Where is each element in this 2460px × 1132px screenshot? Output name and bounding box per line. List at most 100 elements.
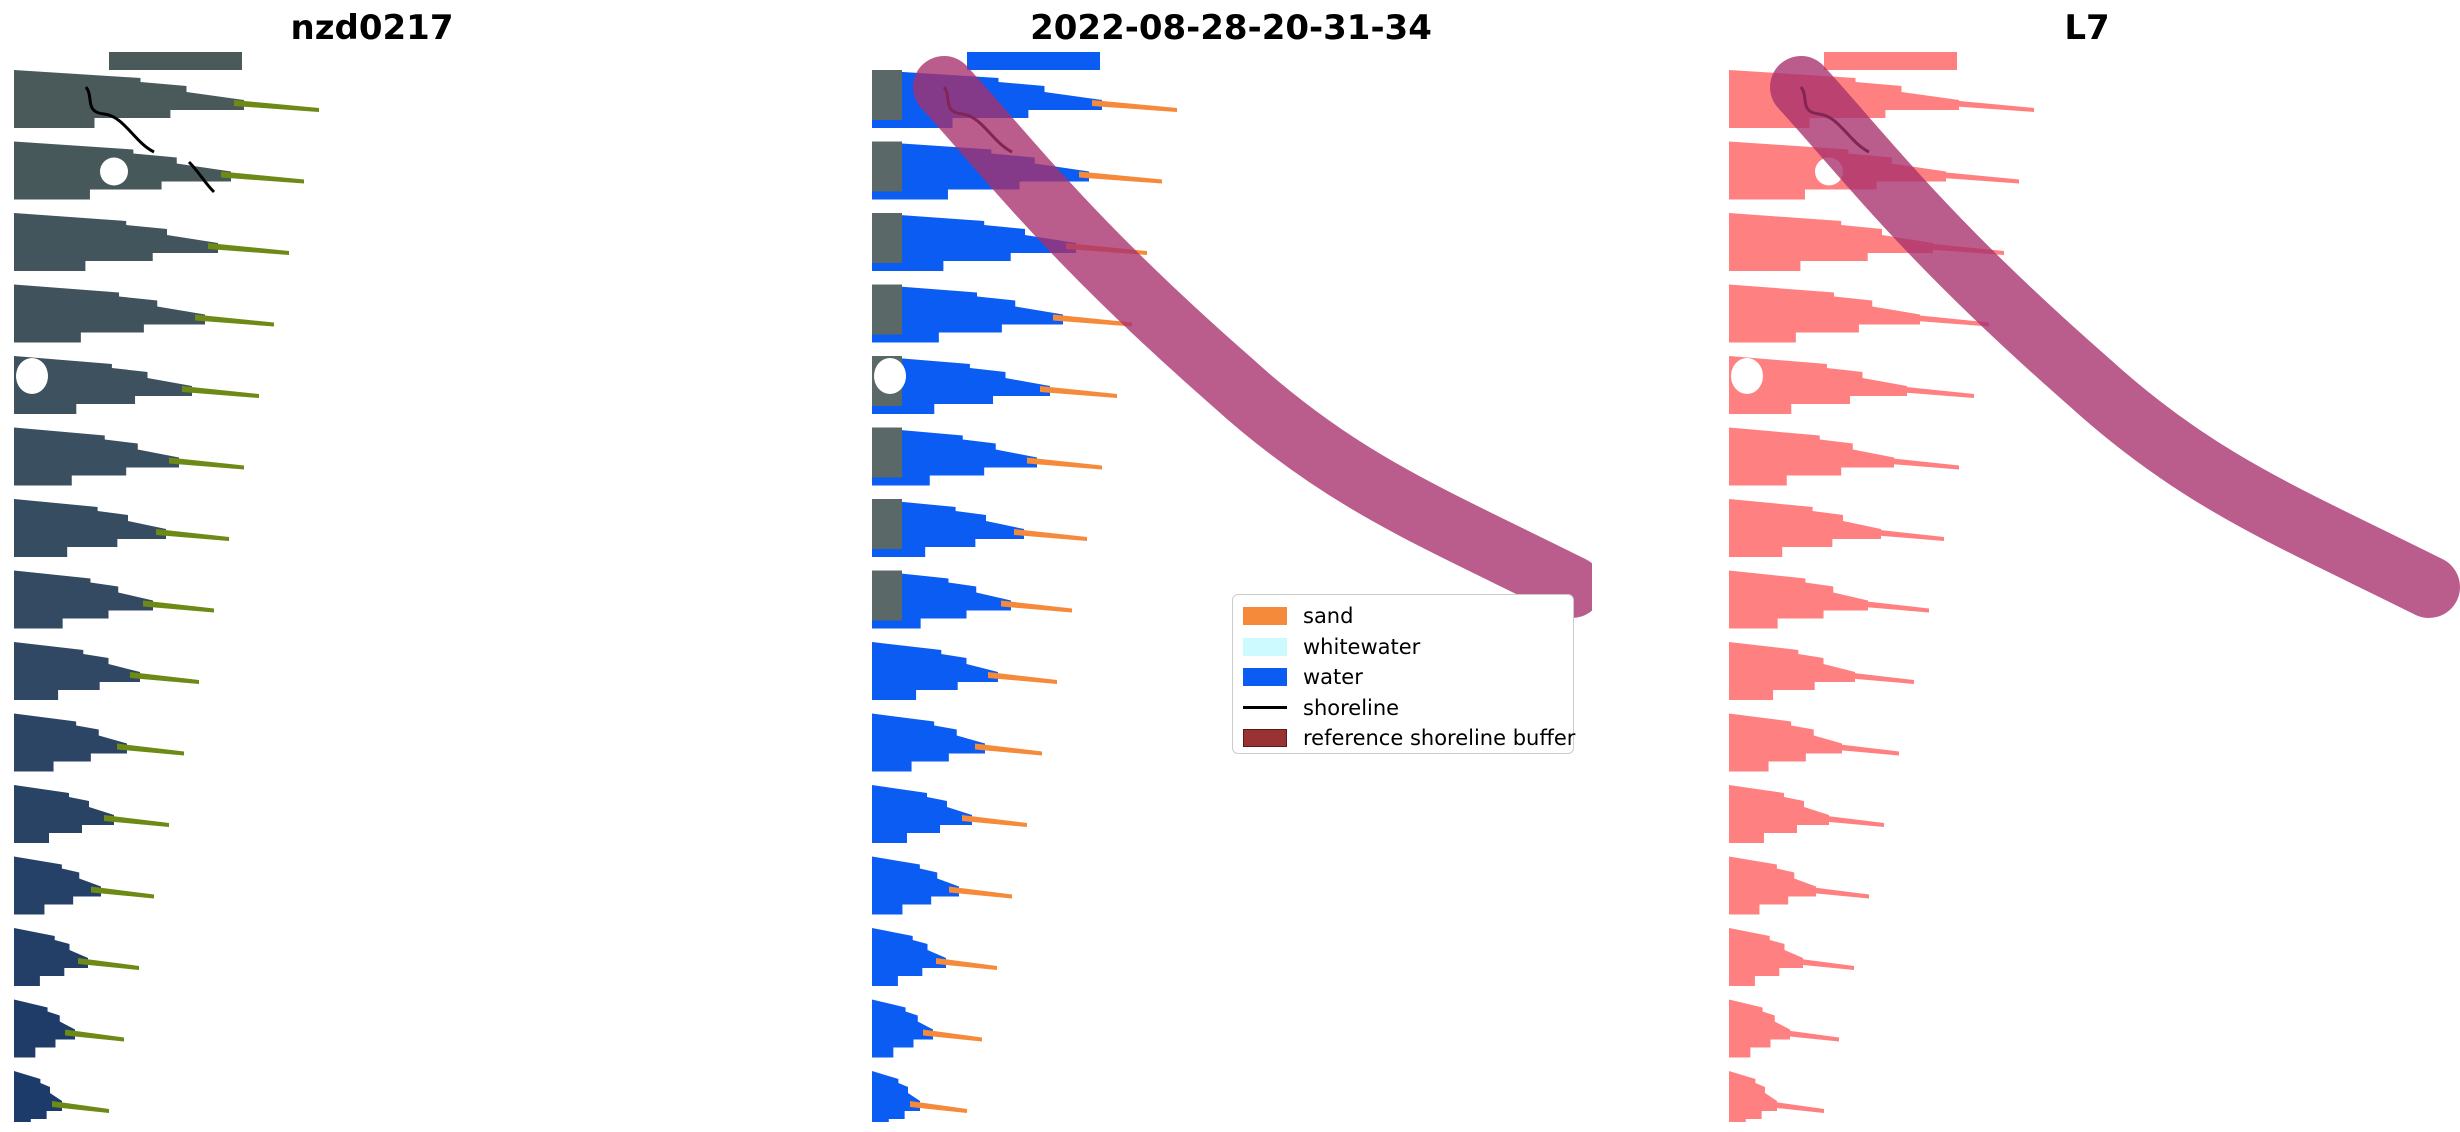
rgb-image-panel	[14, 52, 319, 1122]
image-strip	[14, 213, 218, 271]
image-strip	[14, 499, 166, 557]
transect-band	[1819, 815, 1884, 827]
transect-band	[1014, 529, 1087, 541]
image-strip	[14, 999, 75, 1058]
transect-band	[923, 1029, 982, 1042]
transect-band	[234, 100, 319, 112]
image-strip	[872, 928, 946, 986]
image-strip	[1824, 52, 1957, 70]
legend: sand whitewater water shoreline referenc…	[1232, 594, 1575, 754]
transect-band	[1936, 171, 2019, 184]
transect-band	[1053, 314, 1132, 327]
image-strip	[872, 427, 1037, 486]
transect-band	[1079, 171, 1162, 184]
image-strip	[1729, 999, 1790, 1058]
image-strip	[14, 284, 205, 343]
transect-band	[936, 958, 997, 970]
image-strip	[872, 1071, 920, 1122]
image-strip	[1729, 427, 1894, 486]
transect-band	[169, 457, 244, 470]
panel-title-classified: 2022-08-28-20-31-34	[1030, 8, 1432, 48]
transect-band	[1027, 457, 1102, 470]
image-strips	[872, 52, 1177, 1122]
classified-image-panel	[872, 52, 1592, 1122]
transect-band	[1767, 1101, 1824, 1113]
image-strip	[872, 999, 933, 1058]
image-strip	[14, 642, 140, 700]
reference-shoreline-buffer	[913, 56, 1592, 618]
panel-title-mask: L7	[2064, 8, 2110, 48]
legend-item-shoreline: shoreline	[1243, 693, 1563, 724]
image-strip	[14, 70, 244, 128]
transect-band	[52, 1101, 109, 1113]
image-strip	[1729, 499, 1881, 557]
transect-band	[1806, 886, 1869, 899]
legend-swatch-buffer	[1243, 729, 1287, 748]
image-strip	[872, 213, 1076, 271]
image-strip	[14, 570, 153, 629]
transect-band	[65, 1029, 124, 1042]
transect-band	[1793, 958, 1854, 970]
transect-band	[117, 743, 184, 756]
transect-band	[1897, 386, 1974, 398]
transect-band	[1910, 314, 1989, 327]
image-strip	[1729, 928, 1803, 986]
image-strip	[872, 284, 1063, 343]
image-strip	[872, 570, 1011, 629]
transect-band	[1092, 100, 1177, 112]
image-strip	[14, 356, 192, 414]
legend-swatch-sand	[1243, 607, 1287, 626]
transect-band	[1040, 386, 1117, 398]
transect-band	[104, 815, 169, 827]
image-strip	[1729, 1071, 1777, 1122]
transect-band	[1884, 457, 1959, 470]
legend-line-shoreline	[1243, 706, 1287, 710]
image-strip	[14, 713, 127, 772]
legend-swatch-water	[1243, 668, 1287, 687]
transect-band	[910, 1101, 967, 1113]
transect-band	[975, 743, 1042, 756]
transect-band	[1858, 600, 1929, 613]
shoreline	[84, 86, 155, 154]
image-strip	[14, 856, 101, 915]
image-strip	[14, 427, 179, 486]
image-strip	[14, 928, 88, 986]
image-strip	[1729, 642, 1855, 700]
transect-band	[962, 815, 1027, 827]
legend-item-sand: sand	[1243, 601, 1563, 632]
transect-band	[1780, 1029, 1839, 1042]
transect-band	[221, 171, 304, 184]
image-strip	[14, 1071, 62, 1122]
image-strip	[872, 856, 959, 915]
image-strip	[872, 356, 1050, 414]
transect-band	[91, 886, 154, 899]
image-strip	[1729, 785, 1829, 843]
transect-band	[195, 314, 274, 327]
transect-band	[143, 600, 214, 613]
transect-band	[988, 672, 1057, 684]
image-strip	[1729, 213, 1933, 271]
panel-title-rgb: nzd0217	[290, 8, 454, 48]
transect-band	[1832, 743, 1899, 756]
transect-band	[182, 386, 259, 398]
mask-image-panel	[1729, 52, 2460, 1122]
image-strip	[1729, 713, 1842, 772]
image-strip	[967, 52, 1100, 70]
transect-band	[156, 529, 229, 541]
image-strips	[14, 52, 319, 1122]
transect-band	[1871, 529, 1944, 541]
legend-item-reference-buffer: reference shoreline buffer	[1243, 723, 1575, 754]
legend-item-whitewater: whitewater	[1243, 632, 1563, 663]
legend-item-water: water	[1243, 662, 1563, 693]
transect-band	[208, 243, 289, 255]
image-strip	[1729, 856, 1816, 915]
transect-band	[1001, 600, 1072, 613]
transect-band	[78, 958, 139, 970]
image-strip	[14, 785, 114, 843]
transect-band	[1949, 100, 2034, 112]
image-strip	[872, 713, 985, 772]
image-strip	[872, 785, 972, 843]
transect-band	[130, 672, 199, 684]
image-strip	[1729, 284, 1920, 343]
reference-shoreline-buffer	[1770, 56, 2460, 618]
